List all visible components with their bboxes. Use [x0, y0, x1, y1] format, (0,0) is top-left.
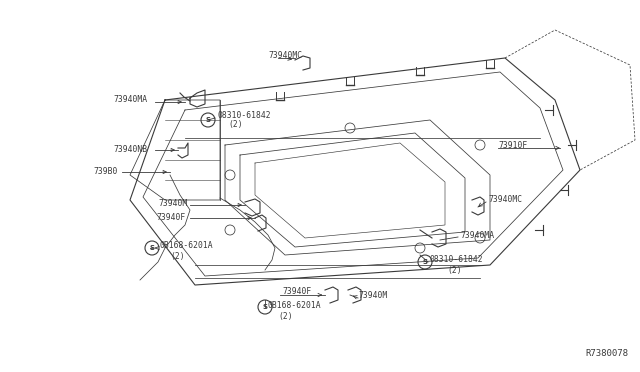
Text: 73940MC: 73940MC: [268, 51, 302, 60]
Text: 73940F: 73940F: [282, 288, 311, 296]
Text: 73940MC: 73940MC: [488, 196, 522, 205]
Text: 08310-61842: 08310-61842: [430, 256, 484, 264]
Text: (2): (2): [170, 253, 184, 262]
Text: 73940MA: 73940MA: [114, 96, 148, 105]
Text: S: S: [422, 259, 428, 265]
Text: S: S: [150, 245, 154, 251]
Text: R7380078: R7380078: [585, 349, 628, 358]
Text: 73940M: 73940M: [159, 199, 188, 208]
Text: 739B0: 739B0: [93, 167, 118, 176]
Text: 73940F: 73940F: [157, 212, 186, 221]
Text: (2): (2): [447, 266, 461, 275]
Text: 08310-61842: 08310-61842: [218, 110, 271, 119]
Text: 73910F: 73910F: [498, 141, 527, 150]
Text: 0B168-6201A: 0B168-6201A: [268, 301, 322, 310]
Text: S: S: [205, 117, 211, 123]
Text: 73940NB: 73940NB: [114, 145, 148, 154]
Text: 73940MA: 73940MA: [460, 231, 494, 240]
Text: (2): (2): [278, 312, 292, 321]
Text: 73940M: 73940M: [358, 291, 387, 299]
Text: (2): (2): [228, 121, 243, 129]
Text: 0B168-6201A: 0B168-6201A: [160, 241, 214, 250]
Text: S: S: [262, 304, 268, 310]
